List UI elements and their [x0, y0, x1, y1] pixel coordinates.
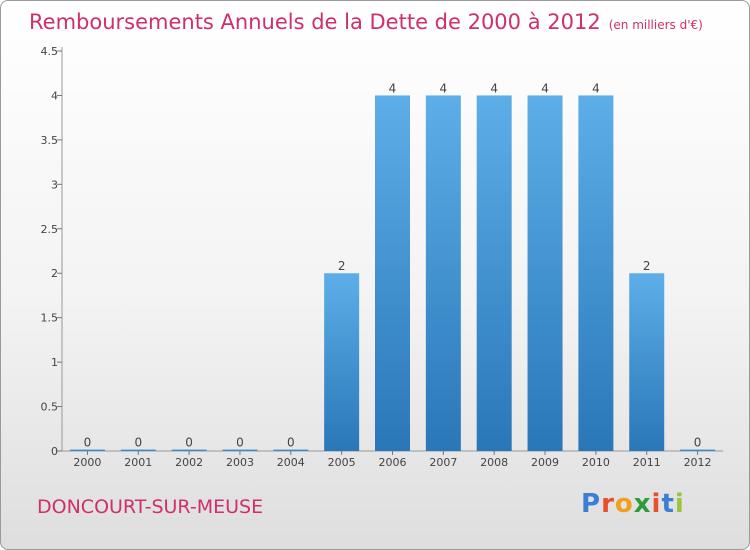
y-tick-label: 1: [51, 356, 58, 369]
bar: [375, 95, 410, 451]
bar: [171, 449, 207, 451]
bar-value-label: 4: [490, 81, 498, 95]
bar: [69, 449, 105, 451]
x-tick-label: 2004: [277, 456, 305, 469]
bar-value-label: 0: [287, 436, 295, 450]
logo-letter: x: [633, 489, 652, 519]
logo-letter: i: [651, 489, 662, 519]
y-tick-label: 0.5: [41, 401, 59, 414]
y-tick-label: 3.5: [41, 134, 59, 147]
logo-letter: r: [601, 489, 615, 519]
bar-value-label: 4: [592, 81, 600, 95]
logo-letter: o: [614, 489, 634, 519]
x-tick-label: 2008: [480, 456, 508, 469]
chart-title: Remboursements Annuels de la Dette de 20…: [29, 10, 703, 34]
x-tick-label: 2003: [226, 456, 254, 469]
bar-value-label: 4: [541, 81, 549, 95]
bar-value-label: 2: [643, 259, 651, 273]
bar-value-label: 0: [236, 436, 244, 450]
x-tick-label: 2007: [429, 456, 457, 469]
x-tick-label: 2005: [328, 456, 356, 469]
x-tick-label: 2012: [684, 456, 712, 469]
chart-unit: (en milliers d'€): [608, 18, 703, 32]
x-tick-label: 2000: [73, 456, 101, 469]
bar: [120, 449, 156, 451]
logo-letter: P: [581, 489, 602, 519]
commune-name: DONCOURT-SUR-MEUSE: [37, 496, 264, 518]
x-tick-label: 2010: [582, 456, 610, 469]
bar-value-label: 2: [338, 259, 346, 273]
logo-letter: i: [674, 489, 685, 519]
y-tick-label: 4: [51, 89, 58, 102]
bar: [629, 273, 665, 451]
bar-value-label: 4: [389, 81, 397, 95]
bar: [578, 95, 614, 451]
x-tick-label: 2011: [633, 456, 661, 469]
logo-letter: t: [661, 489, 675, 519]
proxiti-logo: Proxiti: [581, 489, 685, 519]
y-tick-label: 3: [51, 178, 58, 191]
bar: [273, 449, 309, 451]
y-tick-label: 0: [51, 445, 58, 458]
bar-value-label: 0: [694, 436, 702, 450]
bar: [527, 95, 563, 451]
bar-value-label: 0: [134, 436, 142, 450]
y-tick-label: 1.5: [41, 312, 59, 325]
x-tick-label: 2002: [175, 456, 203, 469]
y-tick-label: 4.5: [41, 45, 59, 58]
bar: [476, 95, 512, 451]
chart-bars: 0 0 0 0 0 2 4 4 4 4 4 2 0: [69, 81, 716, 451]
bar-value-label: 4: [440, 81, 448, 95]
y-tick-label: 2.5: [41, 223, 59, 236]
x-tick-label: 2009: [531, 456, 559, 469]
chart-title-text: Remboursements Annuels de la Dette de 20…: [29, 10, 601, 34]
x-tick-label: 2001: [124, 456, 152, 469]
bar: [680, 449, 716, 451]
bar-value-label: 0: [84, 436, 92, 450]
y-tick-label: 2: [51, 267, 58, 280]
bar: [324, 273, 360, 451]
x-tick-label: 2006: [379, 456, 407, 469]
bar: [425, 95, 461, 451]
bar-value-label: 0: [185, 436, 193, 450]
bar: [222, 449, 258, 451]
